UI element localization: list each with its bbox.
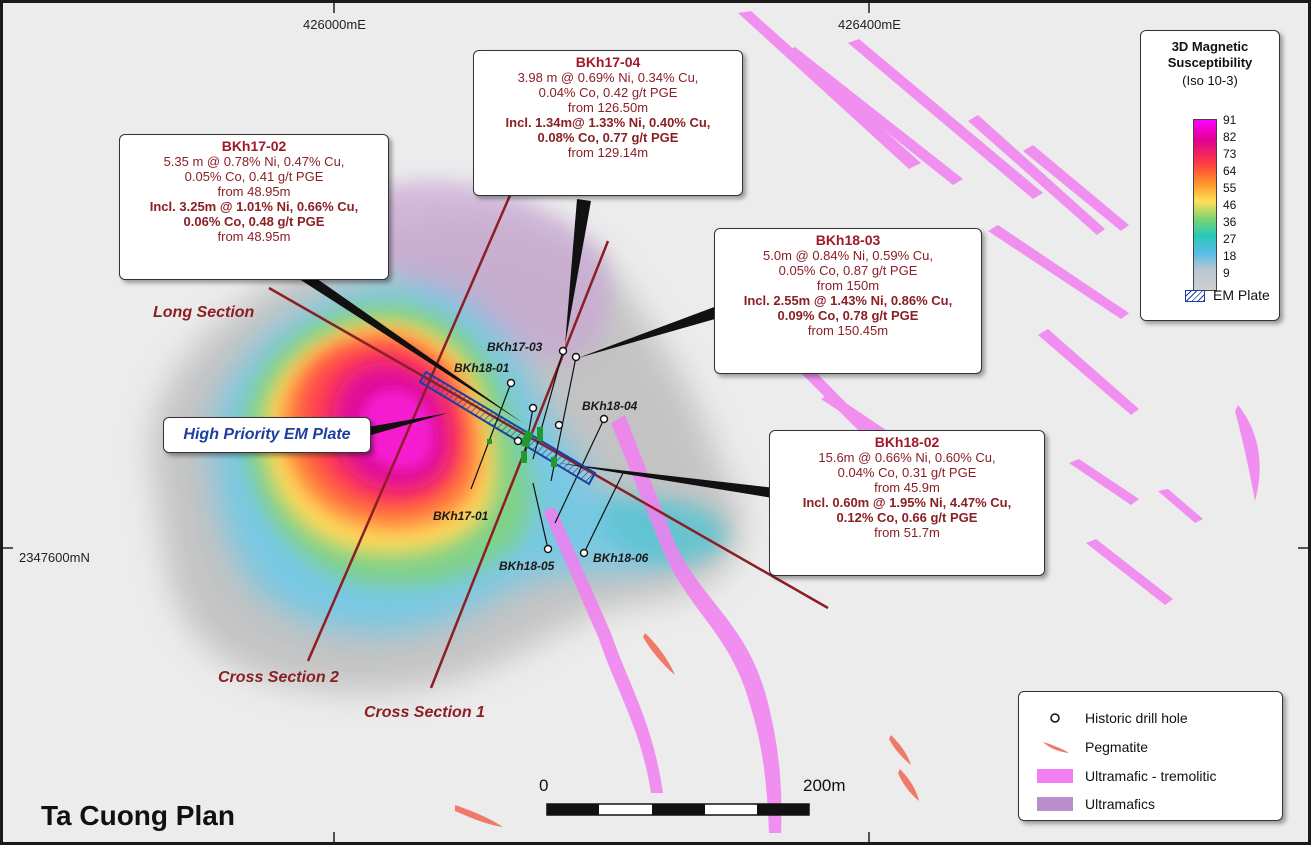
callout-leaders bbox=[293, 199, 775, 498]
drill-hole-collar bbox=[513, 436, 523, 446]
drill-hole-collar bbox=[558, 346, 568, 356]
callout-line-bold: 0.06% Co, 0.48 g/t PGE bbox=[183, 214, 325, 229]
callout-line: from 129.14m bbox=[567, 145, 649, 160]
callout-line: from 150.45m bbox=[807, 323, 889, 338]
callout-title: BKh18-03 bbox=[815, 232, 881, 248]
cross-section-2-label: Cross Section 2 bbox=[218, 669, 339, 686]
colorbar-tick: 82 bbox=[1223, 130, 1237, 144]
legend-label: Historic drill hole bbox=[1085, 710, 1188, 726]
callout-line-bold: Incl. 0.60m @ 1.95% Ni, 4.47% Cu, bbox=[802, 495, 1012, 510]
colorbar-tick: 55 bbox=[1223, 181, 1237, 195]
callout-line: from 45.9m bbox=[874, 480, 940, 495]
callout-line-bold: Incl. 2.55m @ 1.43% Ni, 0.86% Cu, bbox=[743, 293, 953, 308]
callout-line: from 48.95m bbox=[217, 229, 291, 244]
callout-line: 0.05% Co, 0.87 g/t PGE bbox=[778, 263, 918, 278]
colorbar-subtitle: (Iso 10-3) bbox=[1182, 73, 1238, 88]
colorbar-title-line1: 3D Magnetic bbox=[1171, 39, 1249, 54]
graticule-ticks bbox=[3, 3, 1308, 842]
callout-bkh18-03: BKh18-03 5.0m @ 0.84% Ni, 0.59% Cu, 0.05… bbox=[714, 228, 982, 374]
drill-hole-label: BKh17-01 bbox=[433, 509, 489, 523]
callout-line-bold: 0.08% Co, 0.77 g/t PGE bbox=[537, 130, 679, 145]
drill-hole-collar bbox=[506, 378, 516, 388]
callout-line: from 51.7m bbox=[874, 525, 940, 540]
drill-hole-collars bbox=[506, 346, 609, 558]
drill-hole-collar bbox=[528, 403, 538, 413]
pegmatite-icon bbox=[1043, 742, 1069, 753]
ultramafic-tremolitic-swatch bbox=[1037, 769, 1073, 783]
colorbar-title: 3D Magnetic Susceptibility bbox=[1141, 39, 1279, 71]
callout-title: BKh17-02 bbox=[221, 138, 287, 154]
callout-line: from 150m bbox=[816, 278, 880, 293]
callout-bkh18-02: BKh18-02 15.6m @ 0.66% Ni, 0.60% Cu, 0.0… bbox=[769, 430, 1045, 576]
callout-line: 0.04% Co, 0.42 g/t PGE bbox=[538, 85, 678, 100]
drill-hole-label: BKh18-05 bbox=[499, 559, 555, 573]
callout-title: BKh17-04 bbox=[575, 54, 641, 70]
callout-line-bold: 0.12% Co, 0.66 g/t PGE bbox=[836, 510, 978, 525]
callout-line-bold: 0.09% Co, 0.78 g/t PGE bbox=[777, 308, 919, 323]
drill-hole-icon bbox=[1050, 713, 1060, 723]
colorbar-tick: 46 bbox=[1223, 198, 1237, 212]
drill-hole-collar bbox=[543, 544, 553, 554]
em-plate-callout: High Priority EM Plate bbox=[163, 417, 371, 453]
northing-label: 2347600mN bbox=[19, 550, 90, 565]
colorbar-legend: 3D Magnetic Susceptibility (Iso 10-3) 91… bbox=[1140, 30, 1280, 321]
callout-line: 3.98 m @ 0.69% Ni, 0.34% Cu, bbox=[517, 70, 699, 85]
map-canvas bbox=[3, 3, 1308, 842]
drill-hole-collar bbox=[571, 352, 581, 362]
callout-line: from 48.95m bbox=[217, 184, 291, 199]
callout-line-bold: Incl. 3.25m @ 1.01% Ni, 0.66% Cu, bbox=[149, 199, 359, 214]
callout-bkh17-02: BKh17-02 5.35 m @ 0.78% Ni, 0.47% Cu, 0.… bbox=[119, 134, 389, 280]
callout-title: BKh18-02 bbox=[874, 434, 940, 450]
scale-bar bbox=[546, 803, 810, 816]
callout-line: 0.05% Co, 0.41 g/t PGE bbox=[184, 169, 324, 184]
intercept-markers bbox=[487, 427, 557, 467]
callout-line: 5.0m @ 0.84% Ni, 0.59% Cu, bbox=[763, 248, 933, 263]
scale-bar-max-label: 200m bbox=[803, 776, 846, 795]
drill-hole-label: BKh17-03 bbox=[487, 340, 543, 354]
drill-hole-label: BKh18-01 bbox=[454, 361, 510, 375]
scale-bar-zero-label: 0 bbox=[539, 776, 549, 795]
map-title: Ta Cuong Plan bbox=[41, 800, 235, 831]
em-plate-legend-label: EM Plate bbox=[1213, 287, 1270, 303]
colorbar-tick: 18 bbox=[1223, 249, 1237, 263]
colorbar-tick: 91 bbox=[1223, 113, 1237, 127]
legend-label: Ultramafics bbox=[1085, 796, 1156, 812]
ultramafics-swatch bbox=[1037, 797, 1073, 811]
drill-hole-label: BKh18-04 bbox=[582, 399, 638, 413]
drill-hole-label: BKh18-06 bbox=[593, 551, 649, 565]
em-plate bbox=[418, 370, 597, 486]
colorbar-tick: 73 bbox=[1223, 147, 1237, 161]
em-plate-legend-entry: EM Plate bbox=[1185, 287, 1270, 303]
callout-line: 0.04% Co, 0.31 g/t PGE bbox=[837, 465, 977, 480]
legend-label: Ultramafic - tremolitic bbox=[1085, 768, 1217, 784]
colorbar-tick: 27 bbox=[1223, 232, 1237, 246]
cross-section-2-line bbox=[306, 192, 513, 662]
drill-hole-collar bbox=[554, 420, 564, 430]
legend-label: Pegmatite bbox=[1085, 739, 1149, 755]
callout-line: 5.35 m @ 0.78% Ni, 0.47% Cu, bbox=[163, 154, 345, 169]
callout-bkh17-04: BKh17-04 3.98 m @ 0.69% Ni, 0.34% Cu, 0.… bbox=[473, 50, 743, 196]
easting-label-left: 426000mE bbox=[303, 17, 366, 32]
pegmatite-bodies bbox=[455, 633, 919, 827]
colorbar-title-line2: Susceptibility bbox=[1167, 55, 1253, 70]
cross-section-1-line bbox=[429, 240, 610, 689]
colorbar-gradient bbox=[1193, 119, 1217, 291]
drill-hole-collar bbox=[579, 548, 589, 558]
map-legend: Historic drill hole Pegmatite Ultramafic… bbox=[1018, 691, 1283, 821]
easting-label-right: 426400mE bbox=[838, 17, 901, 32]
colorbar-tick: 9 bbox=[1223, 266, 1230, 280]
colorbar-tick: 36 bbox=[1223, 215, 1237, 229]
drill-hole-collar bbox=[599, 414, 609, 424]
cross-section-1-label: Cross Section 1 bbox=[364, 704, 485, 721]
callout-line: from 126.50m bbox=[567, 100, 649, 115]
em-plate-swatch-icon bbox=[1185, 290, 1205, 303]
colorbar-tick: 64 bbox=[1223, 164, 1237, 178]
callout-line: 15.6m @ 0.66% Ni, 0.60% Cu, bbox=[818, 450, 996, 465]
callout-line-bold: Incl. 1.34m@ 1.33% Ni, 0.40% Cu, bbox=[505, 115, 711, 130]
long-section-label: Long Section bbox=[153, 304, 255, 321]
